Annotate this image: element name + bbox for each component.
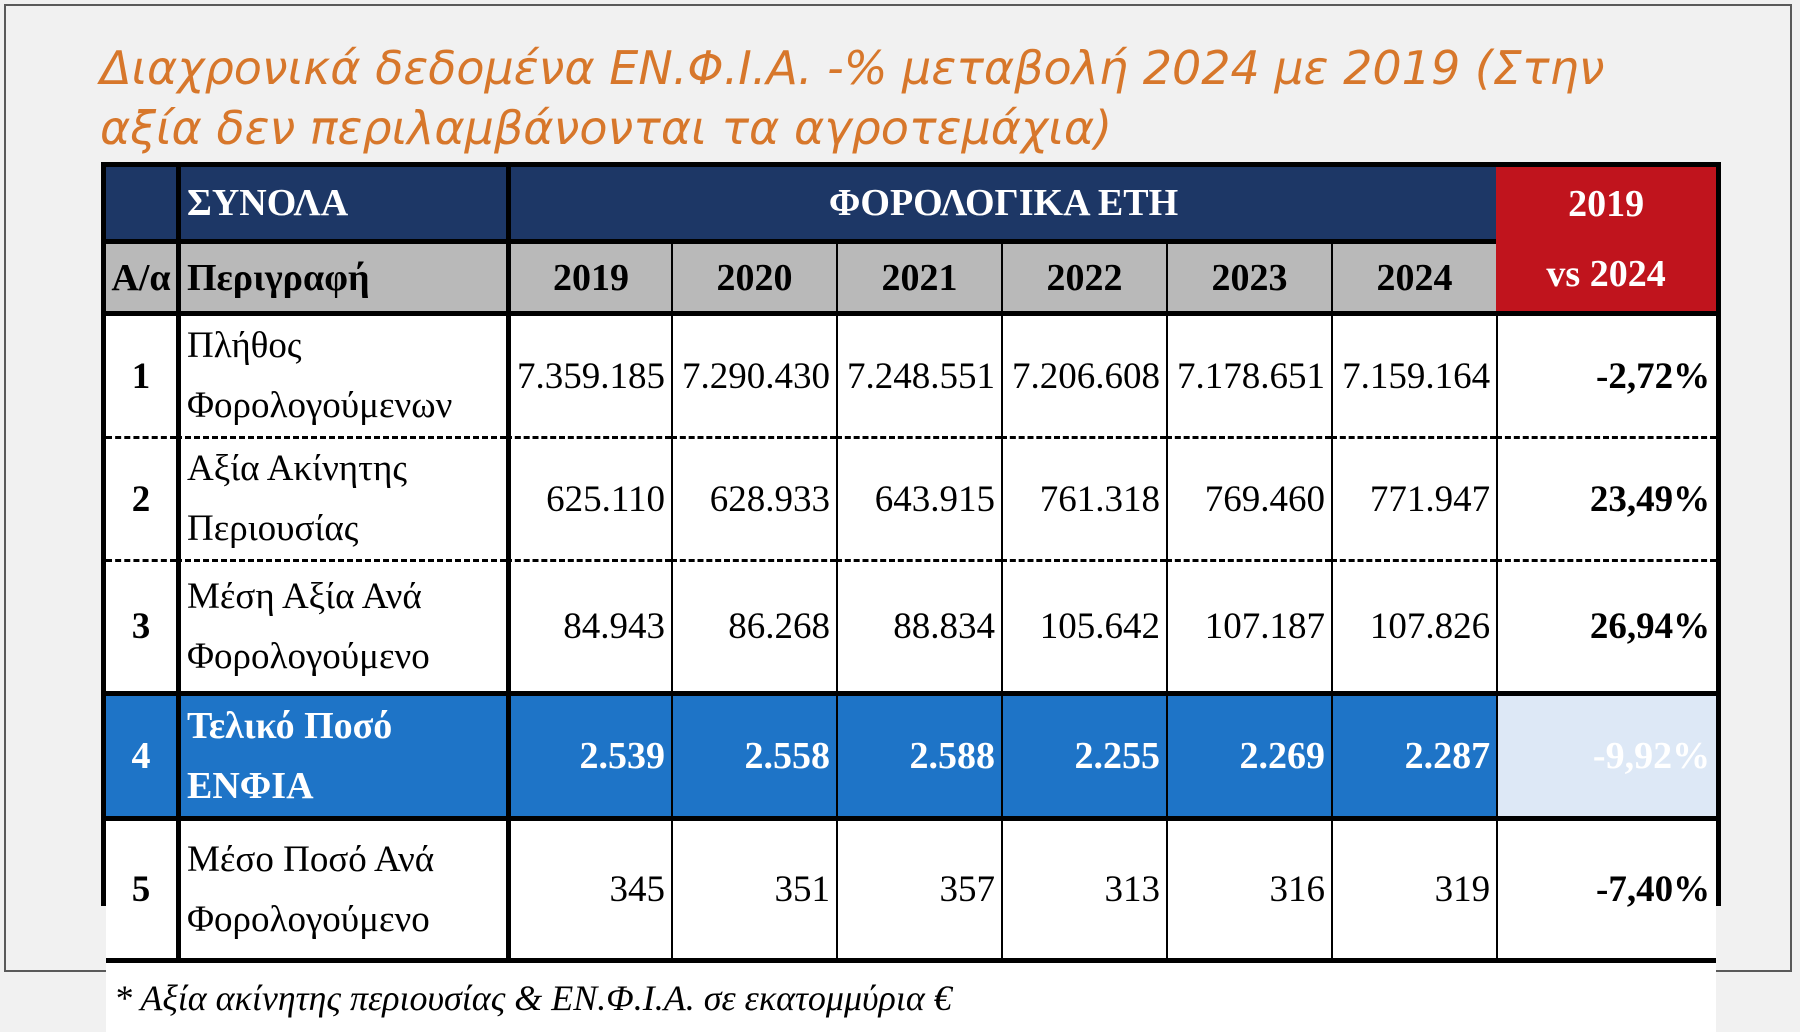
row-value: 771.947 <box>1331 436 1497 559</box>
header-row-2: Α/α Περιγραφή 2019 2020 2021 2022 2023 2… <box>106 239 1716 311</box>
row-value: 105.642 <box>1001 559 1166 691</box>
row-change: 23,49% <box>1496 436 1717 559</box>
row-value: 107.187 <box>1166 559 1331 691</box>
header-year-2021: 2021 <box>836 239 1001 311</box>
table-row: 1 Πλήθος Φορολογούμενων 7.359.185 7.290.… <box>106 311 1717 436</box>
row-index: 3 <box>106 559 176 691</box>
header-year-2024: 2024 <box>1331 239 1497 311</box>
row-value: 319 <box>1331 816 1497 958</box>
header-totals: ΣΥΝΟΛΑ <box>176 167 506 239</box>
footnote: * Αξία ακίνητης περιουσίας & ΕΝ.Φ.Ι.Α. σ… <box>106 958 1717 1032</box>
slide-title: Διαχρονικά δεδομένα ΕΝ.Φ.Ι.Α. -% μεταβολ… <box>100 38 1700 158</box>
row-value: 643.915 <box>836 436 1001 559</box>
row-value: 761.318 <box>1001 436 1166 559</box>
row-index: 5 <box>106 816 176 958</box>
row-value: 86.268 <box>671 559 836 691</box>
row-value: 2.539 <box>506 691 671 816</box>
row-description: Αξία Ακίνητης Περιουσίας <box>176 436 506 559</box>
row-change: -7,40% <box>1496 816 1717 958</box>
row-value: 2.269 <box>1166 691 1331 816</box>
title-line-2: αξία δεν περιλαμβάνονται τα αγροτεμάχια) <box>100 101 1113 155</box>
header-year-2019: 2019 <box>506 239 671 311</box>
row-value: 107.826 <box>1331 559 1497 691</box>
row-value: 2.588 <box>836 691 1001 816</box>
header-year-2020: 2020 <box>671 239 836 311</box>
row-value: 769.460 <box>1166 436 1331 559</box>
row-change: 26,94% <box>1496 559 1717 691</box>
row-value: 7.290.430 <box>671 311 836 436</box>
row-description: Πλήθος Φορολογούμενων <box>176 311 506 436</box>
header-row-1: ΣΥΝΟΛΑ ΦΟΡΟΛΟΓΙΚΑ ΕΤΗ 2019 vs 2024 <box>106 167 1717 311</box>
row-value: 628.933 <box>671 436 836 559</box>
header-index: Α/α <box>106 239 176 311</box>
title-line-1: Διαχρονικά δεδομένα ΕΝ.Φ.Ι.Α. -% μεταβολ… <box>100 41 1605 95</box>
header-index-blank <box>106 167 176 239</box>
row-value: 84.943 <box>506 559 671 691</box>
data-table-container: ΣΥΝΟΛΑ ΦΟΡΟΛΟΓΙΚΑ ΕΤΗ 2019 vs 2024 Α/α Π… <box>101 162 1721 1032</box>
header-year-2023: 2023 <box>1166 239 1331 311</box>
row-index: 2 <box>106 436 176 559</box>
row-index: 4 <box>106 691 176 816</box>
row-change: -2,72% <box>1496 311 1717 436</box>
header-tax-years: ΦΟΡΟΛΟΓΙΚΑ ΕΤΗ <box>506 167 1497 239</box>
row-description: Τελικό Ποσό ΕΝΦΙΑ <box>176 691 506 816</box>
row-value: 7.178.651 <box>1166 311 1331 436</box>
row-value: 2.558 <box>671 691 836 816</box>
row-value: 2.255 <box>1001 691 1166 816</box>
header-description: Περιγραφή <box>176 239 506 311</box>
row-index: 1 <box>106 311 176 436</box>
row-description: Μέση Αξία Ανά Φορολογούμενο <box>176 559 506 691</box>
row-value: 7.359.185 <box>506 311 671 436</box>
enfia-table: ΣΥΝΟΛΑ ΦΟΡΟΛΟΓΙΚΑ ΕΤΗ 2019 vs 2024 Α/α Π… <box>106 167 1717 1032</box>
row-value: 625.110 <box>506 436 671 559</box>
table-row: 3 Μέση Αξία Ανά Φορολογούμενο 84.943 86.… <box>106 559 1717 691</box>
row-change: -9,92% <box>1496 691 1717 816</box>
row-value: 345 <box>506 816 671 958</box>
row-value: 7.159.164 <box>1331 311 1497 436</box>
header-year-2022: 2022 <box>1001 239 1166 311</box>
row-value: 7.248.551 <box>836 311 1001 436</box>
row-value: 313 <box>1001 816 1166 958</box>
header-comparison-line-2: vs 2024 <box>1546 253 1666 295</box>
row-value: 2.287 <box>1331 691 1497 816</box>
header-comparison-line-1: 2019 <box>1568 183 1645 225</box>
row-value: 316 <box>1166 816 1331 958</box>
table-row: 2 Αξία Ακίνητης Περιουσίας 625.110 628.9… <box>106 436 1717 559</box>
row-value: 88.834 <box>836 559 1001 691</box>
row-value: 7.206.608 <box>1001 311 1166 436</box>
row-description: Μέσο Ποσό Ανά Φορολογούμενο <box>176 816 506 958</box>
footnote-row: * Αξία ακίνητης περιουσίας & ΕΝ.Φ.Ι.Α. σ… <box>106 958 1717 1032</box>
table-row: 5 Μέσο Ποσό Ανά Φορολογούμενο 345 351 35… <box>106 816 1717 958</box>
row-value: 351 <box>671 816 836 958</box>
table-row-highlight: 4 Τελικό Ποσό ΕΝΦΙΑ 2.539 2.558 2.588 2.… <box>106 691 1717 816</box>
row-value: 357 <box>836 816 1001 958</box>
header-comparison: 2019 vs 2024 <box>1496 167 1717 311</box>
